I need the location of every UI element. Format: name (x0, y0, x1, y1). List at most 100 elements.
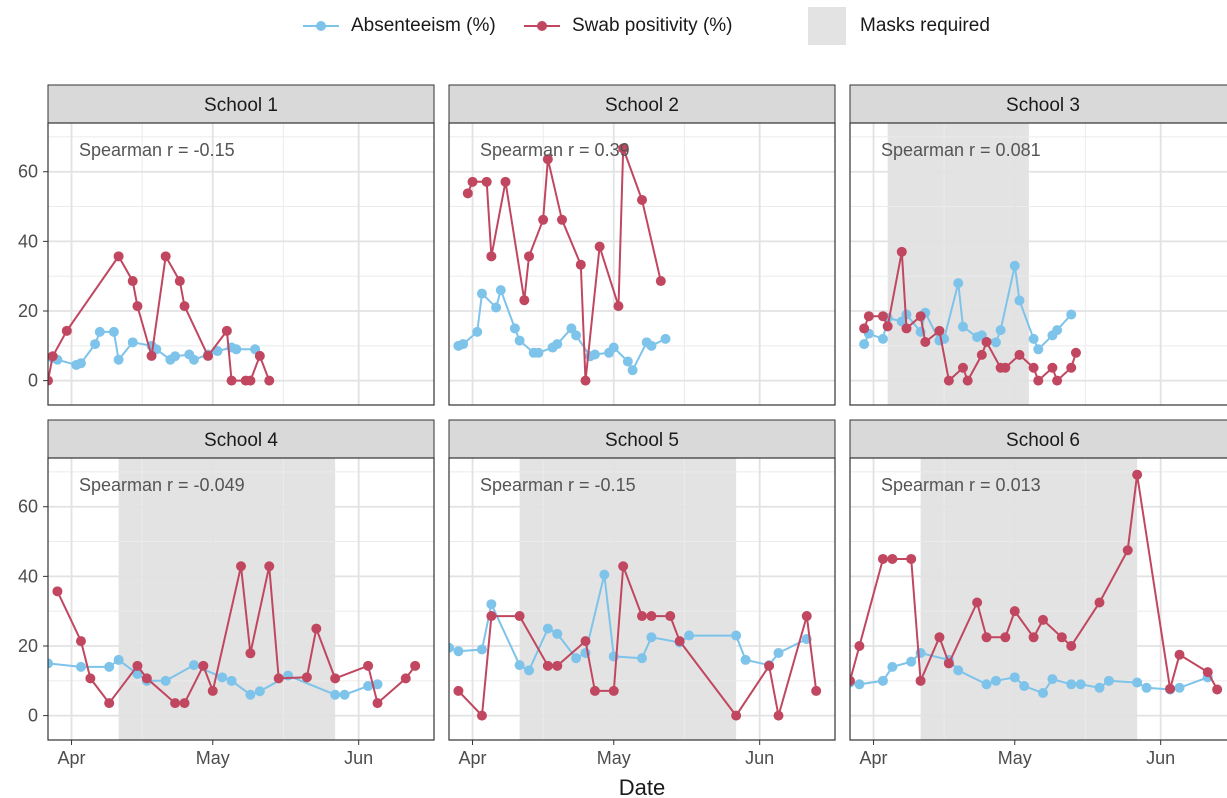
panel-plot-area (850, 123, 1227, 405)
swab-positivity-point (132, 660, 143, 671)
swab-positivity-point (500, 176, 511, 187)
legend-label-absenteeism: Absenteeism (%) (351, 15, 496, 36)
swab-positivity-point (75, 636, 86, 647)
swab-positivity-point (665, 611, 676, 622)
swab-positivity-point (453, 685, 464, 696)
swab-positivity-point (198, 660, 209, 671)
swab-positivity-point (363, 660, 374, 671)
absenteeism-point (1132, 677, 1143, 688)
absenteeism-point (330, 689, 341, 700)
panel-border (47, 457, 435, 741)
swab-positivity-point (962, 375, 973, 386)
absenteeism-point (472, 326, 483, 337)
swab-positivity-point (811, 685, 822, 696)
absenteeism-point (90, 339, 101, 350)
swab-positivity-point (859, 323, 870, 334)
absenteeism-point (953, 278, 964, 289)
legend-line-point-icon (303, 16, 339, 36)
panel-border (47, 122, 435, 406)
x-tick-label: May (998, 748, 1032, 768)
masks-required-band (920, 458, 1138, 740)
swab-positivity-point (773, 710, 784, 721)
swab-positivity-point (524, 251, 535, 262)
swab-positivity-point (467, 176, 478, 187)
swab-positivity-point (481, 176, 492, 187)
swab-positivity-point (618, 143, 629, 154)
absenteeism-point (1019, 681, 1030, 692)
absenteeism-point (622, 356, 633, 367)
swab-positivity-point (1212, 684, 1223, 695)
absenteeism-point (453, 646, 464, 657)
absenteeism-point (170, 351, 181, 362)
y-tick-label: 60 (18, 497, 38, 517)
absenteeism-point (887, 661, 898, 672)
swab-positivity-point (646, 611, 657, 622)
panel-background (48, 123, 434, 405)
x-tick-label: Apr (58, 748, 86, 768)
swab-positivity-point (104, 698, 115, 709)
absenteeism-point (495, 285, 506, 296)
swab-positivity-point (476, 710, 487, 721)
swab-positivity-point (236, 561, 246, 572)
swab-positivity-point (877, 311, 888, 322)
absenteeism-point (509, 323, 520, 334)
swab-positivity-point (1052, 375, 1063, 386)
facet-strip (849, 84, 1227, 124)
swab-positivity-point (1122, 545, 1133, 556)
swab-positivity-point (1066, 362, 1077, 373)
swab-positivity-point (580, 375, 591, 386)
y-tick-label: 0 (28, 706, 38, 726)
x-tick-label: May (597, 748, 631, 768)
swab-positivity-point (146, 350, 157, 361)
absenteeism-point (75, 358, 86, 369)
panel-5: School 5 Spearman r = -0.15 Apr May Jun (448, 419, 836, 768)
swab-positivity-point (1038, 614, 1048, 625)
panel-plot-area (850, 458, 1227, 740)
absenteeism-point (160, 675, 171, 686)
swab-positivity-point (552, 660, 563, 671)
swab-positivity-point (915, 675, 926, 686)
swab-positivity-point (410, 660, 421, 671)
spearman-annotation: Spearman r = 0.081 (881, 140, 1041, 160)
panel-6: School 6 Spearman r = 0.013 Apr May Jun (849, 419, 1227, 768)
swab-positivity-point (589, 685, 600, 696)
absenteeism-point (646, 632, 657, 643)
panel-border (448, 122, 836, 406)
absenteeism-point (1174, 682, 1185, 693)
swab-positivity-point (906, 553, 917, 564)
facet-title: School 4 (204, 430, 278, 451)
absenteeism-point (854, 679, 865, 690)
swab-positivity-point (85, 673, 96, 684)
absenteeism-point (660, 333, 671, 344)
absenteeism-point (995, 325, 1006, 336)
swab-positivity-point (1028, 632, 1039, 643)
absenteeism-point (127, 337, 138, 348)
panel-3: School 3 Spearman r = 0.081 (849, 84, 1227, 406)
spearman-annotation: Spearman r = -0.15 (79, 140, 235, 160)
absenteeism-point (571, 653, 582, 664)
swab-positivity-point (52, 586, 63, 597)
absenteeism-point (449, 642, 454, 653)
swab-positivity-point (1033, 375, 1044, 386)
swab-positivity-point (1000, 632, 1011, 643)
spearman-annotation: Spearman r = 0.39 (480, 140, 630, 160)
panel-1: School 1 Spearman r = -0.15 0 20 40 60 (18, 84, 435, 406)
facet-title: School 2 (605, 95, 679, 116)
swab-positivity-point (48, 375, 53, 386)
absenteeism-point (552, 628, 563, 639)
absenteeism-point (339, 689, 350, 700)
masks-required-band (887, 123, 1029, 405)
swab-positivity-point (877, 553, 888, 564)
legend-item-positivity: Swab positivity (%) (524, 6, 733, 46)
absenteeism-point (486, 599, 497, 610)
swab-positivity-point (372, 698, 383, 709)
absenteeism-point (188, 354, 199, 365)
y-tick-label: 40 (18, 231, 38, 251)
legend-band-swatch (808, 7, 846, 45)
absenteeism-point (773, 647, 784, 658)
legend: Absenteeism (%) Swab positivity (%) Mask… (0, 6, 1227, 46)
swab-positivity-point (141, 673, 152, 684)
absenteeism-point (1075, 679, 1086, 690)
absenteeism-point (254, 686, 265, 697)
